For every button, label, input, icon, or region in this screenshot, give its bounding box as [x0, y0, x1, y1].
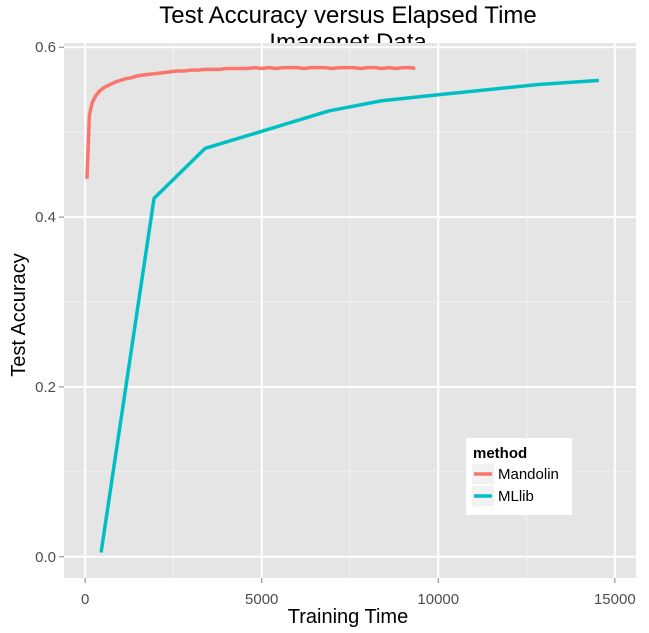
- x-tick-label: 10000: [417, 591, 459, 608]
- legend-label-mandolin: Mandolin: [498, 466, 559, 483]
- y-tick-label: 0.2: [35, 379, 56, 396]
- x-axis-ticks: 0 5000 10000 15000: [81, 578, 636, 608]
- y-tick-label: 0.0: [35, 549, 56, 566]
- y-axis-title: Test Accuracy: [8, 253, 30, 376]
- chart-title: Test Accuracy versus Elapsed Time: [159, 2, 536, 29]
- x-axis-title: Training Time: [288, 606, 408, 628]
- y-tick-label: 0.4: [35, 209, 56, 226]
- y-axis-ticks: 0.0 0.2 0.4 0.6: [35, 39, 64, 566]
- y-tick-label: 0.6: [35, 39, 56, 56]
- series-layer: [85, 65, 600, 553]
- series-line-mandolin: [85, 65, 416, 179]
- series-line-mllib: [99, 78, 600, 553]
- legend-title: method: [473, 445, 527, 462]
- legend: method Mandolin MLlib: [466, 438, 572, 515]
- x-tick-label: 0: [81, 591, 89, 608]
- x-tick-label: 5000: [245, 591, 278, 608]
- legend-label-mllib: MLlib: [498, 488, 534, 505]
- x-tick-label: 15000: [594, 591, 636, 608]
